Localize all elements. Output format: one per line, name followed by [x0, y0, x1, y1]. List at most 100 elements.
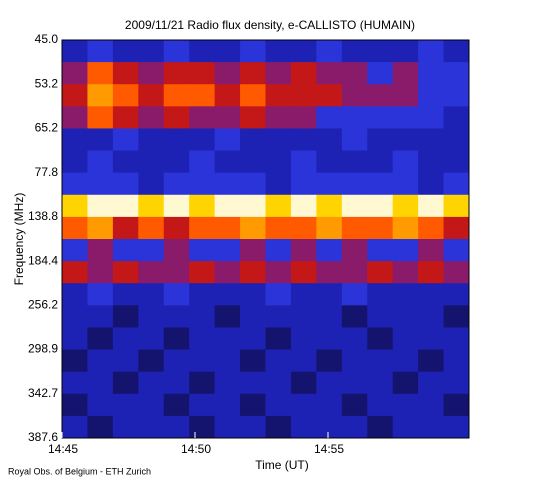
- heatmap-cell: [392, 305, 419, 328]
- heatmap-cell: [418, 393, 445, 417]
- heatmap-cell: [214, 172, 241, 196]
- heatmap-cell: [62, 194, 88, 218]
- heatmap-cell: [87, 84, 114, 107]
- heatmap-cell: [341, 305, 368, 328]
- heatmap-cell: [240, 371, 266, 395]
- heatmap-cell: [214, 84, 241, 107]
- heatmap-cell: [214, 106, 241, 129]
- heatmap-cell: [392, 261, 419, 284]
- heatmap-cell: [418, 84, 445, 107]
- heatmap-cell: [163, 128, 190, 152]
- plot-frame: [61, 39, 470, 439]
- heatmap-cell: [62, 371, 88, 395]
- chart-title: 2009/11/21 Radio flux density, e-CALLIST…: [125, 18, 415, 32]
- heatmap-cell: [316, 40, 343, 63]
- x-axis-label: Time (UT): [255, 458, 309, 472]
- heatmap-cell: [341, 393, 368, 417]
- heatmap-cell: [290, 84, 317, 107]
- heatmap-cell: [316, 128, 343, 152]
- heatmap-cell: [367, 84, 394, 107]
- heatmap-cell: [240, 150, 266, 174]
- heatmap-cell: [163, 172, 190, 196]
- heatmap-cell: [290, 106, 317, 129]
- heatmap-cell: [290, 62, 317, 85]
- heatmap-cell: [62, 415, 88, 439]
- heatmap-cell: [138, 216, 165, 240]
- heatmap-cell: [418, 371, 445, 395]
- heatmap-cell: [418, 150, 445, 174]
- heatmap-cell: [112, 216, 139, 240]
- heatmap-cell: [189, 239, 216, 262]
- heatmap-cell: [112, 349, 139, 373]
- heatmap-cell: [240, 305, 266, 328]
- heatmap-cell: [62, 393, 88, 417]
- heatmap-cell: [443, 194, 470, 218]
- heatmap-cell: [214, 327, 241, 351]
- heatmap-cell: [87, 172, 114, 196]
- heatmap-cell: [138, 415, 165, 439]
- heatmap-cell: [392, 40, 419, 63]
- heatmap-cell: [138, 349, 165, 373]
- heatmap-cell: [392, 415, 419, 439]
- heatmap-cell: [265, 349, 292, 373]
- y-tick-label: 298.9: [28, 342, 58, 356]
- y-tick-label: 138.8: [28, 209, 58, 223]
- heatmap-cell: [341, 62, 368, 85]
- heatmap-cell: [138, 371, 165, 395]
- y-tick-label: 184.4: [28, 253, 58, 267]
- heatmap-cell: [214, 216, 241, 240]
- heatmap-cell: [392, 349, 419, 373]
- heatmap-cell: [138, 194, 165, 218]
- heatmap-cell: [367, 128, 394, 152]
- heatmap-cell: [214, 128, 241, 152]
- heatmap-cell: [290, 283, 317, 306]
- heatmap-cell: [443, 128, 470, 152]
- heatmap-cell: [290, 261, 317, 284]
- heatmap-cell: [418, 128, 445, 152]
- heatmap-cell: [290, 239, 317, 262]
- heatmap-cell: [87, 194, 114, 218]
- heatmap-cell: [367, 393, 394, 417]
- heatmap-cell: [112, 84, 139, 107]
- heatmap-cell: [138, 239, 165, 262]
- heatmap-cell: [367, 172, 394, 196]
- heatmap-cell: [214, 150, 241, 174]
- heatmap-cell: [265, 261, 292, 284]
- heatmap-cell: [87, 216, 114, 240]
- heatmap-cell: [112, 261, 139, 284]
- heatmap-cell: [87, 106, 114, 129]
- heatmap-cell: [392, 393, 419, 417]
- heatmap-cell: [367, 349, 394, 373]
- heatmap-cell: [163, 194, 190, 218]
- heatmap-cell: [214, 349, 241, 373]
- heatmap-cell: [112, 106, 139, 129]
- heatmap-cell: [367, 62, 394, 85]
- heatmap-cell: [290, 371, 317, 395]
- heatmap-cell: [418, 283, 445, 306]
- y-tick-label: 45.0: [35, 32, 59, 46]
- heatmap-cell: [112, 393, 139, 417]
- heatmap-cell: [341, 283, 368, 306]
- heatmap-cell: [138, 62, 165, 85]
- heatmap-cell: [214, 62, 241, 85]
- heatmap-cell: [418, 305, 445, 328]
- heatmap-cell: [290, 393, 317, 417]
- heatmap-cell: [87, 415, 114, 439]
- heatmap-cell: [418, 327, 445, 351]
- heatmap-cell: [240, 40, 266, 63]
- heatmap-cell: [290, 216, 317, 240]
- heatmap-cell: [163, 62, 190, 85]
- x-tick-label: 14:45: [48, 442, 78, 456]
- heatmap-cell: [316, 283, 343, 306]
- heatmap-cell: [240, 327, 266, 351]
- heatmap-cell: [189, 150, 216, 174]
- heatmap-cell: [341, 415, 368, 439]
- heatmap-cell: [163, 106, 190, 129]
- heatmap-cell: [290, 194, 317, 218]
- heatmap-cell: [443, 150, 470, 174]
- heatmap-cell: [341, 194, 368, 218]
- heatmap-cell: [341, 239, 368, 262]
- heatmap-cell: [163, 216, 190, 240]
- heatmap-cell: [265, 150, 292, 174]
- heatmap-cell: [138, 172, 165, 196]
